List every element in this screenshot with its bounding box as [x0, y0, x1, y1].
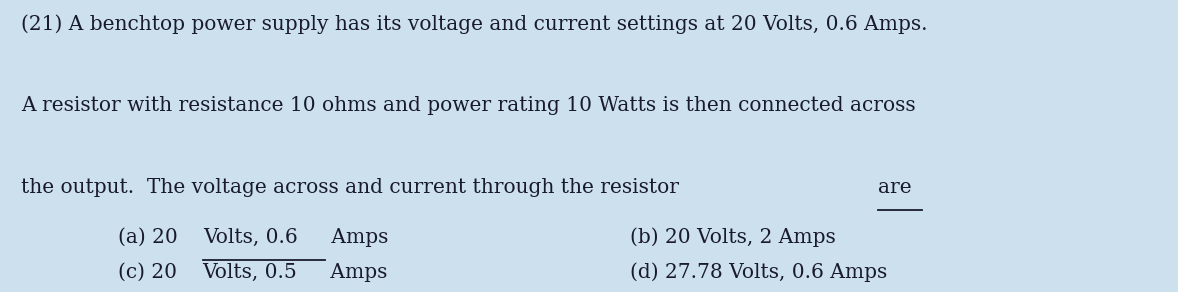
Text: the output.  The voltage across and current through the resistor: the output. The voltage across and curre… — [21, 178, 686, 197]
Text: Volts, 0.5: Volts, 0.5 — [203, 263, 297, 282]
Text: Amps: Amps — [325, 228, 389, 247]
Text: Volts, 0.6: Volts, 0.6 — [203, 228, 298, 247]
Text: (a) 20: (a) 20 — [118, 228, 184, 247]
Text: (c) 20: (c) 20 — [118, 263, 183, 282]
Text: are: are — [879, 178, 912, 197]
Text: Amps: Amps — [324, 263, 388, 282]
Text: A resistor with resistance 10 ohms and power rating 10 Watts is then connected a: A resistor with resistance 10 ohms and p… — [21, 96, 915, 115]
Text: (b) 20 Volts, 2 Amps: (b) 20 Volts, 2 Amps — [630, 228, 836, 247]
Text: (21) A benchtop power supply has its voltage and current settings at 20 Volts, 0: (21) A benchtop power supply has its vol… — [21, 15, 928, 34]
Text: (d) 27.78 Volts, 0.6 Amps: (d) 27.78 Volts, 0.6 Amps — [630, 263, 887, 282]
